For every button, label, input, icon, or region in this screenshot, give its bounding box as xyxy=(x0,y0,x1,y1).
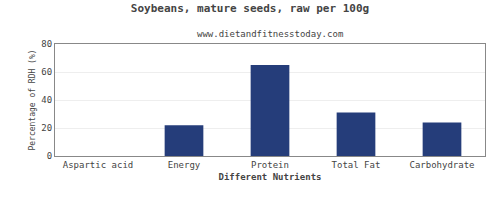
svg-text:60: 60 xyxy=(41,67,52,77)
svg-text:Carbohydrate: Carbohydrate xyxy=(409,160,474,170)
svg-text:Different Nutrients: Different Nutrients xyxy=(219,172,322,182)
svg-text:Soybeans, mature seeds, raw pe: Soybeans, mature seeds, raw per 100g xyxy=(131,2,369,15)
svg-text:0: 0 xyxy=(47,151,52,161)
svg-text:Percentage of RDH (%): Percentage of RDH (%) xyxy=(28,49,37,150)
svg-text:Aspartic acid: Aspartic acid xyxy=(63,160,133,170)
svg-text:80: 80 xyxy=(41,39,52,49)
svg-text:www.dietandfitnesstoday.com: www.dietandfitnesstoday.com xyxy=(197,29,343,39)
svg-text:20: 20 xyxy=(41,123,52,133)
svg-text:Energy: Energy xyxy=(168,160,201,170)
svg-text:Protein: Protein xyxy=(251,160,289,170)
svg-text:40: 40 xyxy=(41,95,52,105)
svg-text:Total Fat: Total Fat xyxy=(332,160,381,170)
